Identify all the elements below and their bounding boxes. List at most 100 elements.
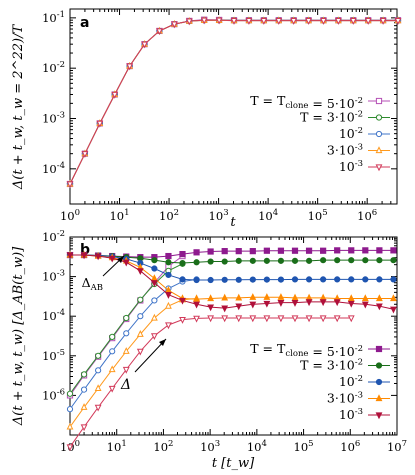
b-data-point bbox=[348, 247, 355, 254]
b-data-point bbox=[193, 315, 200, 323]
b-xtick-label: 106 bbox=[340, 439, 360, 454]
panel-a: a 100 101 102 103 104 105 10610-410-310-210-1 … bbox=[11, 8, 402, 230]
b-data-point bbox=[207, 258, 214, 265]
a-xtick-label: 104 bbox=[258, 208, 278, 223]
b-data-point bbox=[362, 257, 369, 264]
b-data-point bbox=[376, 276, 383, 283]
b-data-point bbox=[108, 255, 116, 263]
a-ytick-label: 10-1 bbox=[42, 10, 65, 25]
panel-b-annotations: ΔAB Δ bbox=[82, 255, 167, 393]
b-data-point bbox=[95, 352, 102, 359]
b-data-point bbox=[122, 366, 130, 374]
b-xtick-label: 100 bbox=[60, 439, 80, 454]
b-data-point bbox=[80, 386, 88, 393]
b-data-point bbox=[179, 297, 186, 305]
a-data-point bbox=[275, 18, 283, 25]
b-data-point bbox=[390, 257, 397, 264]
b-data-point bbox=[263, 293, 271, 300]
panel-a-xlabel: t bbox=[230, 215, 236, 230]
b-series-4 bbox=[66, 315, 355, 452]
b-data-point bbox=[109, 348, 116, 355]
b-data-point bbox=[207, 315, 215, 323]
panel-b-legend: T = Tclone = 5·10-2T = 3·10-210-2 3·10-31… bbox=[250, 341, 390, 422]
b-data-point bbox=[235, 293, 243, 301]
b-xtick-label: 103 bbox=[200, 439, 220, 454]
b-data-point bbox=[235, 276, 242, 283]
a-ytick-label: 10-3 bbox=[42, 111, 65, 126]
b-data-point bbox=[390, 306, 397, 314]
b-data-point bbox=[361, 294, 369, 302]
a-legend-data-point bbox=[375, 164, 383, 172]
a-data-point bbox=[230, 18, 238, 25]
b-data-point bbox=[80, 371, 88, 378]
b-data-point bbox=[263, 300, 271, 308]
b-data-point bbox=[235, 303, 243, 311]
b-ytick-label: 10-6 bbox=[42, 387, 65, 402]
b-data-point bbox=[277, 276, 285, 283]
b-data-point bbox=[249, 276, 256, 283]
b-data-point bbox=[123, 314, 130, 322]
b-data-point bbox=[137, 313, 144, 320]
b-data-point bbox=[277, 247, 285, 254]
a-legend-data-point bbox=[375, 114, 383, 121]
b-series-line bbox=[70, 254, 394, 310]
b-data-point bbox=[347, 294, 355, 302]
b-data-point bbox=[94, 384, 102, 392]
b-data-point bbox=[221, 305, 229, 313]
b-data-point bbox=[305, 247, 313, 254]
b-data-point bbox=[305, 293, 313, 301]
b-data-point bbox=[94, 404, 102, 412]
b-data-point bbox=[193, 276, 200, 284]
b-series-2 bbox=[66, 276, 200, 413]
a-legend-label: 10-2 bbox=[339, 126, 363, 141]
b-data-point bbox=[263, 247, 270, 254]
b-data-point bbox=[249, 293, 257, 300]
b-data-point bbox=[320, 247, 327, 254]
b-data-point bbox=[165, 271, 172, 279]
b-data-point bbox=[390, 247, 397, 254]
b-data-point bbox=[249, 248, 256, 255]
a-xtick-label: 100 bbox=[60, 208, 80, 223]
panel-a-legend: T = Tclone = 5·10-2T = 3·10-210-2 3·10-31… bbox=[250, 93, 390, 174]
a-data-point bbox=[156, 28, 163, 36]
b-data-point bbox=[320, 257, 327, 264]
b-data-point bbox=[319, 299, 327, 307]
a-data-point bbox=[364, 18, 372, 25]
b-data-point bbox=[136, 348, 144, 356]
b-data-point bbox=[305, 276, 313, 283]
b-data-point bbox=[291, 293, 299, 301]
a-xtick-label: 106 bbox=[357, 208, 377, 223]
b-legend-data-point bbox=[375, 378, 383, 386]
b-data-point bbox=[66, 444, 74, 452]
b-data-point bbox=[66, 406, 74, 413]
b-data-point bbox=[376, 247, 383, 254]
b-data-point bbox=[108, 365, 116, 373]
a-data-point bbox=[379, 18, 387, 25]
a-data-point bbox=[141, 41, 148, 49]
b-data-point bbox=[66, 390, 74, 397]
a-data-point bbox=[290, 18, 298, 25]
a-legend-data-point bbox=[375, 130, 383, 138]
a-xtick-label: 105 bbox=[308, 208, 328, 223]
a-data-point bbox=[305, 18, 312, 25]
a-data-point bbox=[260, 18, 268, 25]
b-data-point bbox=[122, 347, 130, 354]
b-data-point bbox=[348, 276, 355, 283]
b-data-point bbox=[221, 276, 228, 283]
b-data-point bbox=[334, 276, 341, 283]
b-data-point bbox=[151, 297, 158, 304]
b-data-point bbox=[66, 422, 74, 430]
b-data-point bbox=[375, 303, 383, 311]
b-data-point bbox=[249, 301, 257, 309]
b-annotation-arrowhead-deltaab bbox=[117, 256, 124, 263]
b-data-point bbox=[221, 258, 228, 265]
b-data-point bbox=[150, 333, 158, 341]
b-data-point bbox=[136, 268, 144, 276]
b-data-point bbox=[277, 293, 285, 300]
b-data-point bbox=[150, 280, 158, 287]
b-data-point bbox=[333, 315, 341, 323]
b-data-point bbox=[179, 276, 186, 283]
b-annotation-deltaab: ΔAB bbox=[82, 275, 103, 293]
b-legend-label: 10-2 bbox=[339, 374, 363, 389]
